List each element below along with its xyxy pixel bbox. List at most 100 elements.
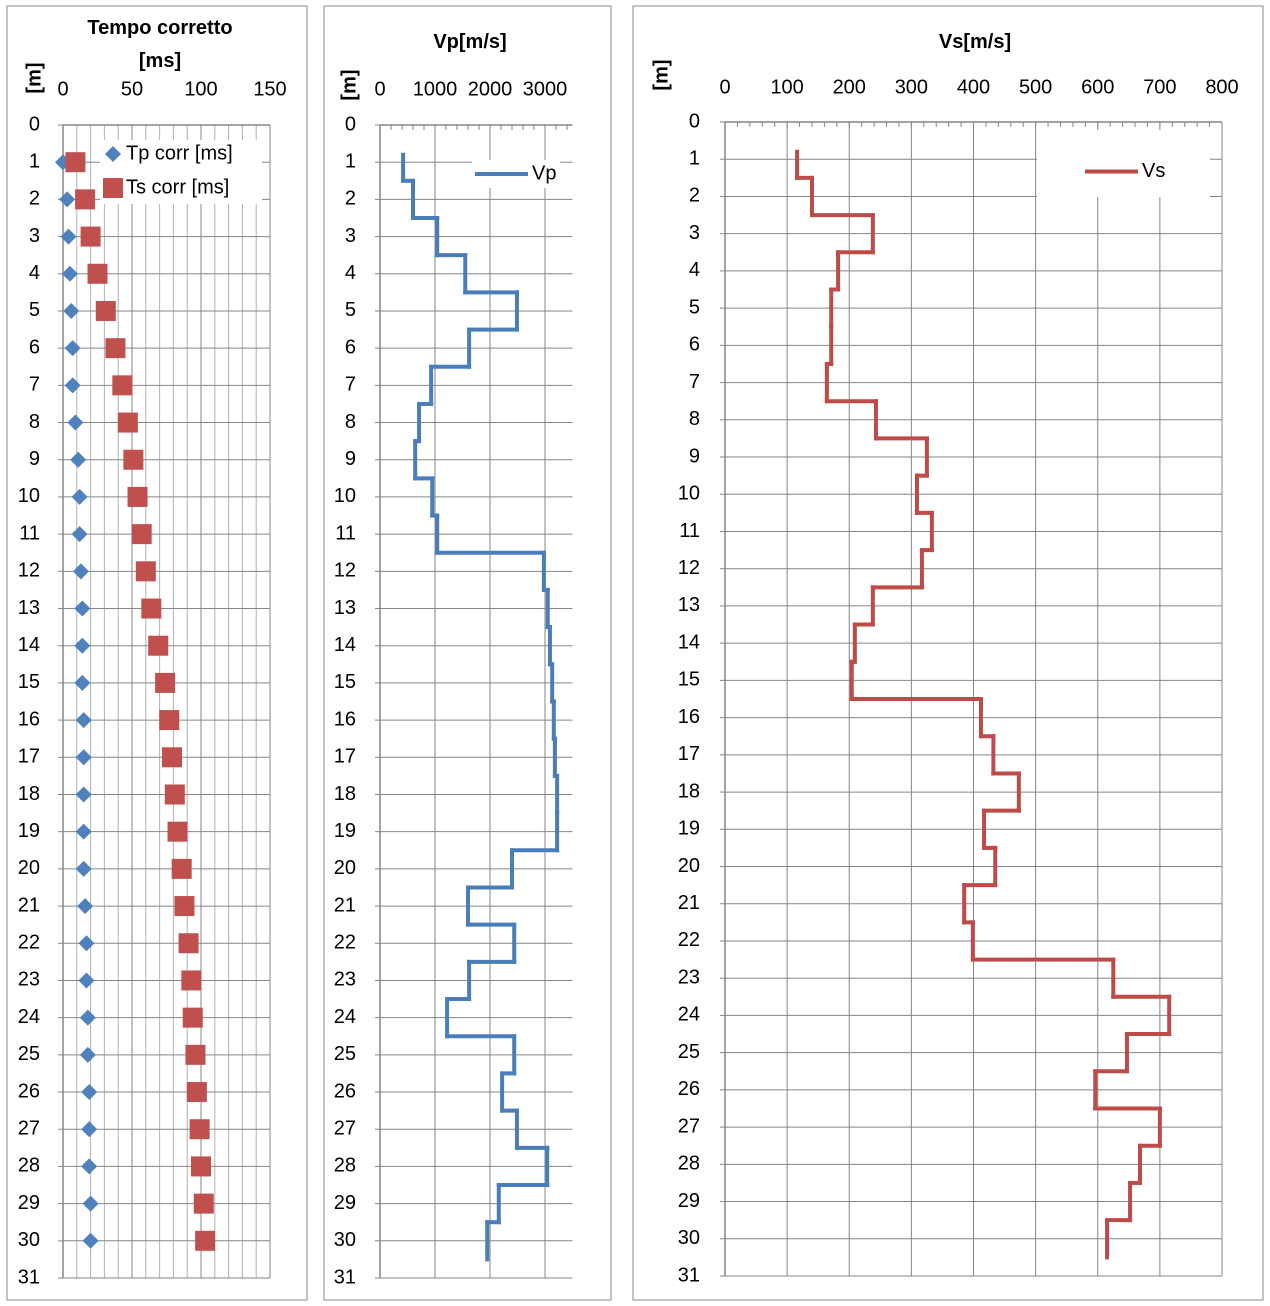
title-box: Tempo corretto [ms] xyxy=(87,17,233,72)
y-tick-label: 23 xyxy=(18,969,40,991)
marker xyxy=(64,377,81,394)
marker xyxy=(141,598,162,619)
y-tick-label: 22 xyxy=(18,932,40,954)
marker xyxy=(181,970,202,991)
y-tick-label: 18 xyxy=(18,783,40,805)
y-tick-label: 28 xyxy=(334,1155,356,1177)
x-tick-label: 800 xyxy=(1205,76,1238,98)
marker xyxy=(71,526,88,543)
y-tick-label: 1 xyxy=(29,150,40,172)
y-axis-label: [m] xyxy=(650,59,672,90)
marker xyxy=(67,414,84,431)
chart-title: Tempo corretto [ms] xyxy=(87,17,233,72)
y-tick-label: 18 xyxy=(334,783,356,805)
marker xyxy=(80,226,101,247)
y-tick-label: 30 xyxy=(678,1227,700,1249)
marker xyxy=(74,637,91,654)
y-tick-label: 14 xyxy=(18,634,40,656)
y-tick-label: 18 xyxy=(678,780,700,802)
y-tick-label: 21 xyxy=(678,892,700,914)
marker xyxy=(135,561,156,582)
y-tick-label: 2 xyxy=(29,188,40,210)
chart-border xyxy=(632,5,1264,1301)
y-tick-label: 25 xyxy=(678,1041,700,1063)
y-tick-label: 13 xyxy=(678,594,700,616)
y-tick-label: 2 xyxy=(345,188,356,210)
marker xyxy=(65,152,86,173)
marker xyxy=(59,191,76,208)
y-tick-label: 15 xyxy=(334,671,356,693)
x-tick-label: 0 xyxy=(719,76,730,98)
y-tick-label: 8 xyxy=(29,411,40,433)
marker xyxy=(81,1158,98,1175)
y-tick-label: 16 xyxy=(18,708,40,730)
x-tick-label: 0 xyxy=(374,78,385,100)
y-tick-label: 17 xyxy=(678,743,700,765)
y-tick-label: 22 xyxy=(334,932,356,954)
marker xyxy=(78,972,95,989)
x-tick-label: 200 xyxy=(833,76,866,98)
marker xyxy=(117,412,138,433)
marker xyxy=(174,896,195,917)
x-tick-label: 700 xyxy=(1143,76,1176,98)
x-tick-label: 600 xyxy=(1081,76,1114,98)
y-axis-label: [m] xyxy=(23,62,45,93)
marker xyxy=(193,1193,214,1214)
y-tick-label: 0 xyxy=(29,113,40,135)
marker xyxy=(127,486,148,507)
y-tick-label: 4 xyxy=(689,259,700,281)
marker xyxy=(131,524,152,545)
y-tick-label: 3 xyxy=(689,222,700,244)
marker xyxy=(79,1046,96,1063)
legend-label: Ts corr [ms] xyxy=(126,176,229,198)
legend-marker xyxy=(103,178,123,198)
y-tick-label: 23 xyxy=(334,969,356,991)
marker xyxy=(71,488,88,505)
y-tick-label: 4 xyxy=(29,262,40,284)
y-tick-label: 29 xyxy=(18,1192,40,1214)
legend-label: Vp xyxy=(532,162,556,184)
chart-title: Vp[m/s] xyxy=(433,31,507,53)
y-tick-label: 24 xyxy=(678,1004,700,1026)
y-tick-label: 31 xyxy=(18,1266,40,1288)
y-tick-label: 21 xyxy=(334,894,356,916)
marker xyxy=(123,449,144,470)
marker xyxy=(78,935,95,952)
y-tick-label: 19 xyxy=(18,820,40,842)
y-tick-label: 5 xyxy=(29,299,40,321)
y-tick-label: 6 xyxy=(29,336,40,358)
y-tick-label: 30 xyxy=(18,1229,40,1251)
y-tick-label: 11 xyxy=(335,522,356,544)
y-tick-label: 12 xyxy=(18,560,40,582)
marker xyxy=(155,672,176,693)
marker xyxy=(195,1230,216,1251)
y-tick-label: 12 xyxy=(334,560,356,582)
x-tick-label: 400 xyxy=(957,76,990,98)
marker xyxy=(105,338,126,359)
y-axis-label: [m] xyxy=(338,69,360,100)
y-tick-label: 31 xyxy=(678,1264,700,1286)
marker xyxy=(81,1084,98,1101)
y-tick-label: 10 xyxy=(678,483,700,505)
y-tick-label: 7 xyxy=(29,374,40,396)
marker xyxy=(185,1044,206,1065)
marker xyxy=(79,1009,96,1026)
marker xyxy=(63,302,80,319)
y-tick-label: 16 xyxy=(334,708,356,730)
y-tick-label: 14 xyxy=(678,631,700,653)
y-tick-label: 3 xyxy=(29,225,40,247)
marker xyxy=(75,712,92,729)
y-tick-label: 9 xyxy=(345,448,356,470)
x-tick-label: 500 xyxy=(1019,76,1052,98)
y-tick-label: 20 xyxy=(678,855,700,877)
title-box: Vs[m/s] xyxy=(939,31,1011,53)
legend-label: Tp corr [ms] xyxy=(126,142,233,164)
marker xyxy=(112,375,133,396)
y-tick-label: 12 xyxy=(678,557,700,579)
marker xyxy=(75,823,92,840)
y-tick-label: 2 xyxy=(689,185,700,207)
marker xyxy=(82,1232,99,1249)
marker xyxy=(75,749,92,766)
y-tick-label: 30 xyxy=(334,1229,356,1251)
x-tick-label: 100 xyxy=(184,78,217,100)
